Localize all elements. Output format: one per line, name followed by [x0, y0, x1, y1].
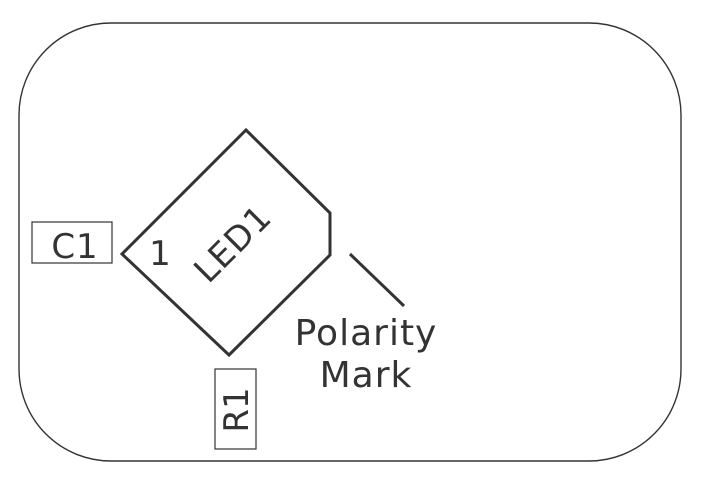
led1-designator-label: LED1	[186, 197, 280, 291]
r1-component: R1	[214, 368, 257, 450]
polarity-annotation-line2: Mark	[320, 355, 413, 396]
c1-designator-label: C1	[51, 227, 98, 267]
r1-designator-label: R1	[217, 387, 257, 432]
board-outline	[18, 22, 682, 462]
led1-pin1-label: 1	[149, 234, 171, 274]
c1-component: C1	[31, 221, 113, 267]
polarity-annotation: Polarity Mark	[295, 252, 438, 396]
led1-footprint-outline	[119, 127, 332, 358]
r1-designator-box	[214, 368, 257, 450]
c1-designator-box	[31, 221, 113, 264]
polarity-annotation-line1: Polarity	[295, 313, 438, 354]
polarity-leader-line	[348, 252, 406, 308]
